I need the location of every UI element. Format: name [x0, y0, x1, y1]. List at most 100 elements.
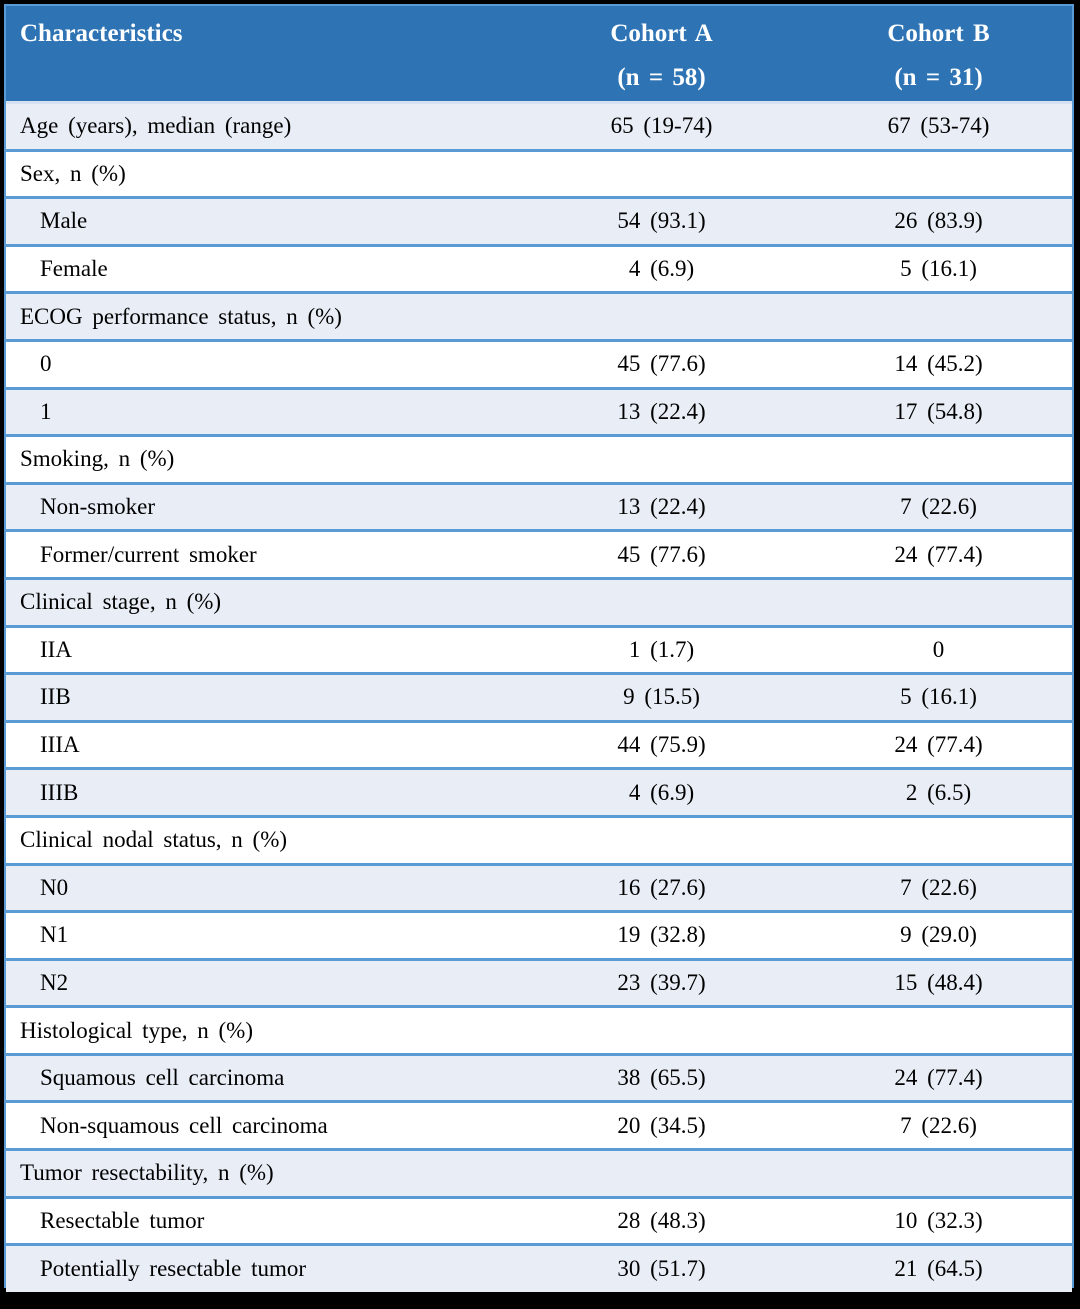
cohort-b-value: 9 (29.0) [805, 910, 1072, 960]
cohort-b-value: 7 (22.6) [805, 1100, 1072, 1150]
cohort-a-value: 54 (93.1) [518, 196, 805, 246]
table-row: Clinical stage, n (%) [6, 576, 1072, 627]
cohort-b-title: Cohort B [887, 20, 990, 47]
row-label: Sex, n (%) [6, 148, 518, 198]
row-label: Female [6, 243, 518, 293]
table-row: Male 54 (93.1) 26 (83.9) [6, 196, 1072, 246]
row-label: Former/current smoker [6, 529, 518, 579]
row-label: Non-smoker [6, 481, 518, 531]
cohort-b-value: 5 (16.1) [805, 243, 1072, 293]
cohort-a-value [518, 814, 805, 864]
cohort-b-value: 10 (32.3) [805, 1195, 1072, 1245]
cohort-a-value [518, 148, 805, 198]
row-label: Smoking, n (%) [6, 434, 518, 484]
cohort-a-value: 20 (34.5) [518, 1100, 805, 1150]
cohort-a-value: 16 (27.6) [518, 862, 805, 912]
cohort-a-value: 13 (22.4) [518, 386, 805, 436]
table-row: Histological type, n (%) [6, 1005, 1072, 1055]
table-row: Potentially resectable tumor 30 (51.7) 21 … [6, 1243, 1072, 1293]
patient-characteristics-table: Characteristics Cohort A (n = 58) Cohort… [6, 6, 1072, 1293]
row-label: IIIB [6, 767, 518, 817]
row-label: N1 [6, 910, 518, 960]
table-row: Female 4 (6.9) 5 (16.1) [6, 243, 1072, 293]
cohort-a-value: 28 (48.3) [518, 1195, 805, 1245]
table-row: Sex, n (%) [6, 148, 1072, 198]
cohort-b-value: 67 (53-74) [805, 101, 1072, 151]
header-cohort-a: Cohort A (n = 58) [518, 6, 805, 103]
cohort-b-value: 7 (22.6) [805, 481, 1072, 531]
table-row: N0 16 (27.6) 7 (22.6) [6, 862, 1072, 912]
table-row: IIA 1 (1.7) 0 [6, 624, 1072, 674]
header-characteristics-label: Characteristics [20, 20, 183, 47]
cohort-a-value: 4 (6.9) [518, 767, 805, 817]
row-label: Clinical stage, n (%) [6, 576, 518, 627]
table-row: Age (years), median (range) 65 (19-74) 67 … [6, 101, 1072, 151]
cohort-b-value [805, 291, 1072, 341]
table-row: N1 19 (32.8) 9 (29.0) [6, 910, 1072, 960]
cohort-a-value: 13 (22.4) [518, 481, 805, 531]
table-body: Age (years), median (range) 65 (19-74) 67 … [6, 101, 1072, 1293]
cohort-a-value: 65 (19-74) [518, 101, 805, 151]
cohort-a-value: 44 (75.9) [518, 719, 805, 769]
row-label: IIIA [6, 719, 518, 769]
row-label: Tumor resectability, n (%) [6, 1148, 518, 1198]
cohort-a-value [518, 291, 805, 341]
cohort-b-value: 7 (22.6) [805, 862, 1072, 912]
table-row: IIB 9 (15.5) 5 (16.1) [6, 672, 1072, 722]
row-label: N0 [6, 862, 518, 912]
cohort-a-n-count: (n = 58) [617, 64, 706, 91]
cohort-a-value: 1 (1.7) [518, 624, 805, 674]
cohort-b-value: 17 (54.8) [805, 386, 1072, 436]
cohort-a-value: 19 (32.8) [518, 910, 805, 960]
row-label: Male [6, 196, 518, 246]
table-row: IIIB 4 (6.9) 2 (6.5) [6, 767, 1072, 817]
cohort-a-value: 38 (65.5) [518, 1052, 805, 1102]
cohort-b-n-count: (n = 31) [894, 64, 983, 91]
cohort-b-value [805, 148, 1072, 198]
cohort-a-value [518, 434, 805, 484]
table-row: ECOG performance status, n (%) [6, 291, 1072, 341]
row-label: Squamous cell carcinoma [6, 1052, 518, 1102]
cohort-b-value [805, 1148, 1072, 1198]
cohort-a-value: 23 (39.7) [518, 957, 805, 1007]
header-characteristics: Characteristics [6, 6, 518, 103]
cohort-b-value: 21 (64.5) [805, 1243, 1072, 1293]
row-label: Age (years), median (range) [6, 101, 518, 151]
cohort-b-value: 26 (83.9) [805, 196, 1072, 246]
table-header: Characteristics Cohort A (n = 58) Cohort… [6, 6, 1072, 103]
cohort-a-value: 45 (77.6) [518, 338, 805, 389]
row-label: ECOG performance status, n (%) [6, 291, 518, 341]
cohort-a-title: Cohort A [610, 20, 713, 47]
cohort-a-value: 45 (77.6) [518, 529, 805, 579]
row-label: Potentially resectable tumor [6, 1243, 518, 1293]
table-row: Resectable tumor 28 (48.3) 10 (32.3) [6, 1195, 1072, 1245]
cohort-a-value [518, 1005, 805, 1055]
table-row: Smoking, n (%) [6, 434, 1072, 484]
table-row: N2 23 (39.7) 15 (48.4) [6, 957, 1072, 1007]
table-frame: Characteristics Cohort A (n = 58) Cohort… [4, 4, 1074, 1293]
cohort-b-value [805, 814, 1072, 864]
row-label: Histological type, n (%) [6, 1005, 518, 1055]
table-row: Non-smoker 13 (22.4) 7 (22.6) [6, 481, 1072, 531]
row-label: Clinical nodal status, n (%) [6, 814, 518, 864]
cohort-b-value: 15 (48.4) [805, 957, 1072, 1007]
cohort-b-value: 24 (77.4) [805, 719, 1072, 769]
cohort-b-value: 2 (6.5) [805, 767, 1072, 817]
cohort-a-value [518, 1148, 805, 1198]
cohort-b-value [805, 1005, 1072, 1055]
table-row: Tumor resectability, n (%) [6, 1148, 1072, 1198]
row-label: N2 [6, 957, 518, 1007]
cohort-a-value: 30 (51.7) [518, 1243, 805, 1293]
cohort-a-value: 4 (6.9) [518, 243, 805, 293]
table-row: Former/current smoker 45 (77.6) 24 (77.4) [6, 529, 1072, 579]
table-row: 1 13 (22.4) 17 (54.8) [6, 386, 1072, 436]
header-cohort-b: Cohort B (n = 31) [805, 6, 1072, 103]
row-label: IIA [6, 624, 518, 674]
row-label: Non-squamous cell carcinoma [6, 1100, 518, 1150]
table-row: IIIA 44 (75.9) 24 (77.4) [6, 719, 1072, 769]
cohort-b-value [805, 434, 1072, 484]
cohort-a-value [518, 576, 805, 627]
table-row: Squamous cell carcinoma 38 (65.5) 24 (77.4… [6, 1052, 1072, 1102]
row-label: 0 [6, 338, 518, 389]
row-label: Resectable tumor [6, 1195, 518, 1245]
